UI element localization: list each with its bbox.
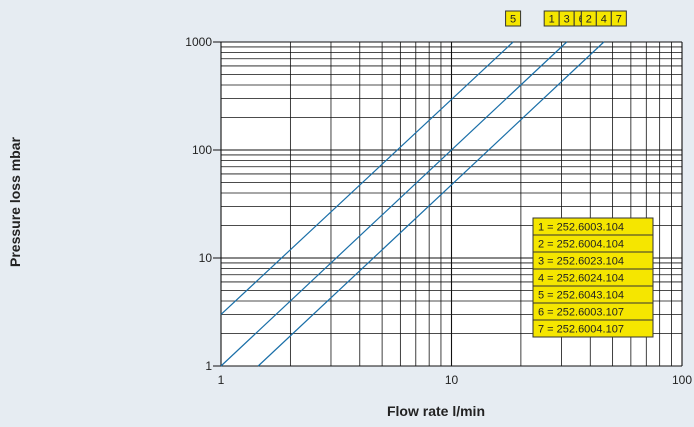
- series-line-5: [220, 41, 514, 315]
- x-tick-label: 100: [672, 373, 692, 387]
- y-tick-label: 1: [205, 359, 212, 373]
- x-tick-label: 1: [218, 373, 225, 387]
- y-tick-label: 1000: [185, 35, 212, 49]
- x-tick-label: 10: [445, 373, 459, 387]
- legend-entry-label: 4 = 252.6024.104: [538, 273, 624, 285]
- legend-entry-label: 7 = 252.6004.107: [538, 324, 624, 336]
- series-tag-label: 1: [549, 14, 555, 26]
- legend: 1 = 252.6003.104 2 = 252.6004.104 3 = 252.…: [532, 217, 654, 338]
- series-tag-box: [610, 10, 627, 27]
- series-line-1-3-6: [220, 41, 568, 367]
- series-tag-label: 2: [586, 14, 592, 26]
- series-tag-label: 7: [616, 14, 622, 26]
- legend-entry-box: [532, 319, 654, 338]
- legend-entry-label: 3 = 252.6023.104: [538, 256, 624, 268]
- y-tick-label: 100: [192, 143, 212, 157]
- legend-entry-label: 6 = 252.6003.107: [538, 307, 624, 319]
- x-axis-title: Flow rate l/min: [387, 403, 485, 419]
- series-tag-box: [505, 10, 522, 27]
- legend-entry-label: 1 = 252.6003.104: [538, 222, 624, 234]
- y-axis-title: Pressure loss mbar: [7, 136, 23, 267]
- series-lines: [220, 41, 605, 367]
- y-tick-label: 10: [199, 251, 213, 265]
- tick-labels: 1 10 100 1 10 100 1000: [185, 35, 692, 387]
- series-tag-label: 4: [601, 14, 607, 26]
- series-tags: 5136247: [505, 10, 627, 27]
- legend-entry-label: 5 = 252.6043.104: [538, 290, 624, 302]
- series-tag-label: 5: [510, 14, 516, 26]
- series-line-2-4-7: [257, 41, 605, 367]
- legend-entry-label: 2 = 252.6004.104: [538, 239, 624, 251]
- series-tag-label: 3: [564, 14, 570, 26]
